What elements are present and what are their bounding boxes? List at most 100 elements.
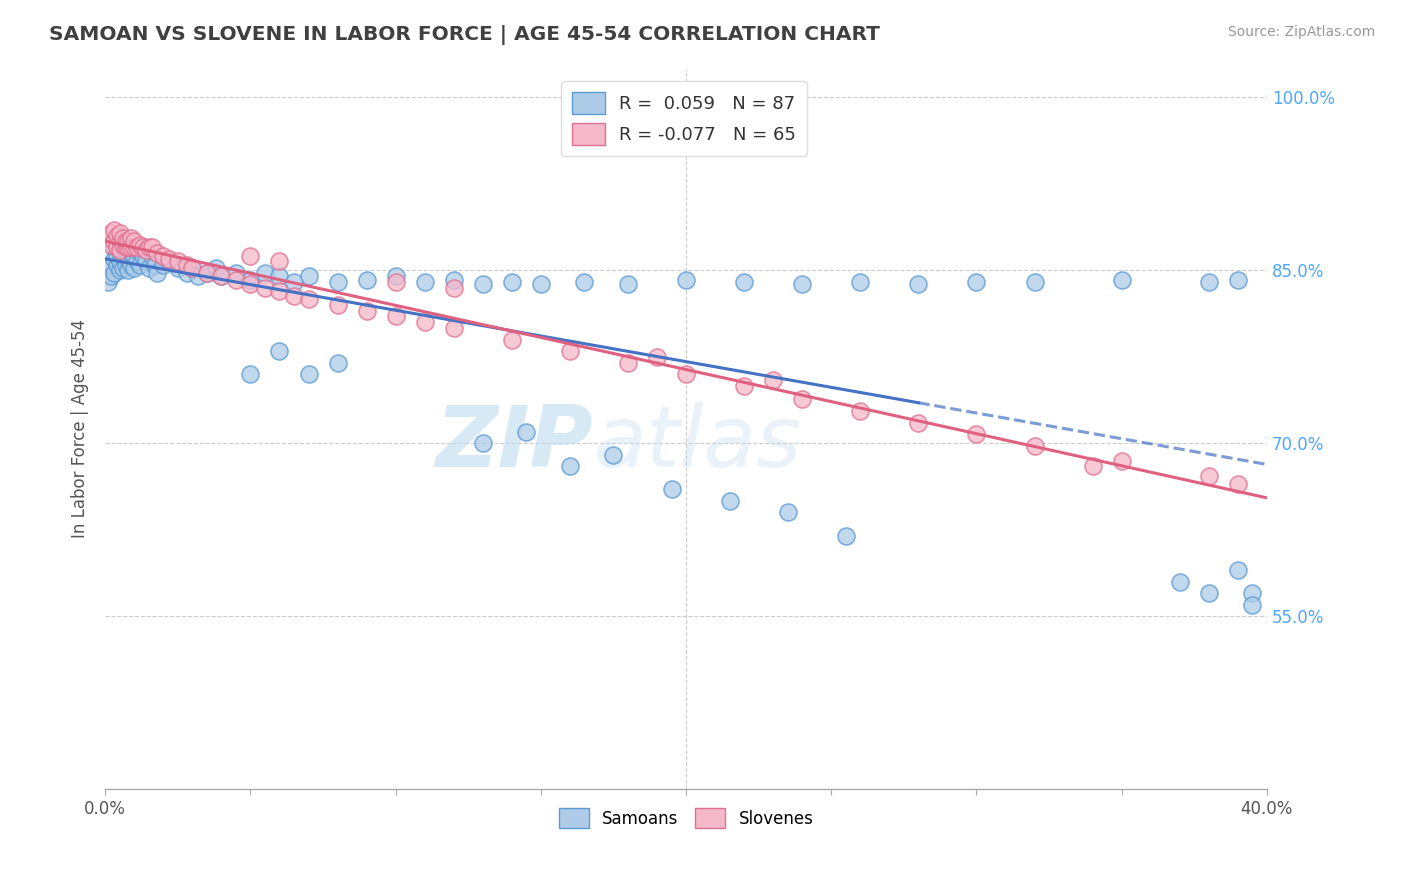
Point bbox=[776, 506, 799, 520]
Point bbox=[515, 425, 537, 439]
Point bbox=[117, 235, 139, 249]
Point bbox=[384, 275, 406, 289]
Point bbox=[356, 303, 378, 318]
Point bbox=[675, 272, 697, 286]
Point bbox=[105, 258, 128, 272]
Point bbox=[97, 231, 120, 245]
Point bbox=[792, 277, 814, 292]
Point bbox=[239, 250, 262, 264]
Point bbox=[1198, 586, 1220, 600]
Point bbox=[105, 240, 128, 254]
Point bbox=[443, 280, 465, 294]
Point bbox=[733, 275, 755, 289]
Point bbox=[127, 243, 149, 257]
Point bbox=[100, 238, 122, 252]
Point bbox=[120, 258, 142, 272]
Point bbox=[114, 258, 136, 272]
Point bbox=[103, 223, 125, 237]
Point bbox=[907, 277, 929, 292]
Point bbox=[176, 266, 198, 280]
Point bbox=[111, 238, 134, 252]
Point bbox=[297, 292, 319, 306]
Point bbox=[501, 275, 523, 289]
Point bbox=[1111, 272, 1133, 286]
Point bbox=[384, 269, 406, 284]
Point bbox=[120, 240, 142, 254]
Point bbox=[97, 275, 120, 289]
Point bbox=[127, 240, 149, 254]
Point bbox=[181, 260, 204, 275]
Point bbox=[166, 260, 188, 275]
Point bbox=[204, 260, 226, 275]
Text: ZIP: ZIP bbox=[436, 401, 593, 484]
Point bbox=[103, 235, 125, 249]
Point bbox=[1198, 275, 1220, 289]
Point bbox=[195, 266, 218, 280]
Point bbox=[617, 355, 640, 369]
Point bbox=[1226, 563, 1249, 577]
Point bbox=[1081, 459, 1104, 474]
Point bbox=[114, 240, 136, 254]
Point bbox=[1168, 574, 1191, 589]
Point bbox=[1241, 586, 1264, 600]
Point bbox=[108, 263, 131, 277]
Point bbox=[471, 277, 494, 292]
Point bbox=[907, 416, 929, 430]
Point bbox=[269, 344, 291, 359]
Point bbox=[326, 355, 349, 369]
Point bbox=[122, 250, 145, 264]
Point bbox=[103, 266, 125, 280]
Point bbox=[384, 310, 406, 324]
Point bbox=[141, 250, 163, 264]
Point bbox=[602, 448, 624, 462]
Point bbox=[558, 344, 581, 359]
Point bbox=[413, 315, 436, 329]
Point bbox=[114, 246, 136, 260]
Point bbox=[157, 252, 180, 266]
Point bbox=[471, 436, 494, 450]
Point bbox=[269, 269, 291, 284]
Point bbox=[326, 275, 349, 289]
Point bbox=[187, 269, 209, 284]
Point bbox=[138, 260, 160, 275]
Point bbox=[501, 333, 523, 347]
Point bbox=[297, 269, 319, 284]
Point bbox=[100, 269, 122, 284]
Point bbox=[253, 280, 276, 294]
Point bbox=[120, 246, 142, 260]
Point bbox=[122, 240, 145, 254]
Point bbox=[100, 258, 122, 272]
Point bbox=[117, 240, 139, 254]
Point bbox=[129, 258, 152, 272]
Point bbox=[530, 277, 553, 292]
Point bbox=[132, 240, 155, 254]
Text: SAMOAN VS SLOVENE IN LABOR FORCE | AGE 45-54 CORRELATION CHART: SAMOAN VS SLOVENE IN LABOR FORCE | AGE 4… bbox=[49, 25, 880, 45]
Point bbox=[269, 284, 291, 298]
Point bbox=[122, 260, 145, 275]
Point bbox=[239, 277, 262, 292]
Point bbox=[835, 528, 858, 542]
Point bbox=[114, 235, 136, 249]
Point bbox=[132, 250, 155, 264]
Point bbox=[111, 238, 134, 252]
Point bbox=[356, 272, 378, 286]
Point bbox=[111, 250, 134, 264]
Point bbox=[135, 254, 157, 268]
Point bbox=[849, 275, 872, 289]
Point bbox=[103, 240, 125, 254]
Point bbox=[733, 378, 755, 392]
Point bbox=[558, 459, 581, 474]
Point bbox=[283, 288, 305, 302]
Point bbox=[209, 269, 232, 284]
Point bbox=[176, 258, 198, 272]
Y-axis label: In Labor Force | Age 45-54: In Labor Force | Age 45-54 bbox=[72, 319, 89, 539]
Point bbox=[297, 367, 319, 381]
Point bbox=[146, 246, 169, 260]
Point bbox=[181, 260, 204, 275]
Point bbox=[111, 231, 134, 245]
Point bbox=[209, 269, 232, 284]
Point bbox=[152, 250, 174, 264]
Point bbox=[138, 240, 160, 254]
Point bbox=[326, 298, 349, 312]
Point bbox=[146, 266, 169, 280]
